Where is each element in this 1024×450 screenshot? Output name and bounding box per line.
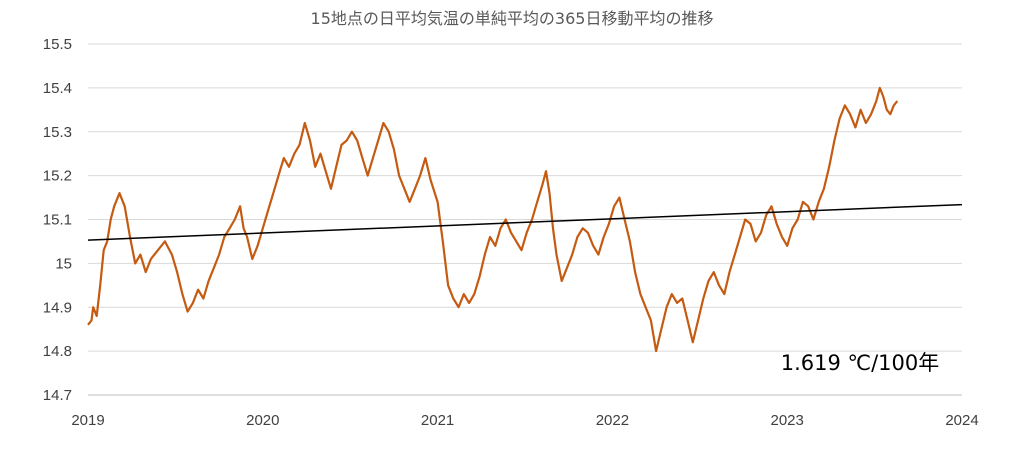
y-tick-label: 15.1 xyxy=(43,212,72,229)
x-tick-label: 2022 xyxy=(596,412,629,429)
y-tick-label: 14.7 xyxy=(43,387,72,404)
y-tick-label: 15.4 xyxy=(43,80,72,97)
x-tick-label: 2024 xyxy=(945,412,978,429)
y-tick-label: 14.8 xyxy=(43,343,72,360)
x-tick-label: 2021 xyxy=(421,412,454,429)
x-tick-label: 2019 xyxy=(71,412,104,429)
gridlines xyxy=(88,43,962,352)
trend-annotation: 1.619 ℃/100年 xyxy=(781,351,940,375)
y-tick-label: 15 xyxy=(55,255,72,272)
x-axis-tick-labels: 2019 2020 2021 2022 2023 2024 xyxy=(71,412,978,429)
y-tick-label: 14.9 xyxy=(43,299,72,316)
trendline xyxy=(87,203,963,241)
y-tick-label: 15.3 xyxy=(43,124,72,141)
y-axis-tick-labels: 14.7 14.8 14.9 15 15.1 15.2 15.3 15.4 15.5 xyxy=(43,36,72,404)
y-tick-label: 15.2 xyxy=(43,168,72,185)
x-tick-label: 2023 xyxy=(771,412,804,429)
x-tick-label: 2020 xyxy=(246,412,279,429)
trendline-line xyxy=(87,203,963,241)
chart-title: 15地点の日平均気温の単純平均の365日移動平均の推移 xyxy=(311,9,714,28)
y-tick-label: 15.5 xyxy=(43,36,72,53)
